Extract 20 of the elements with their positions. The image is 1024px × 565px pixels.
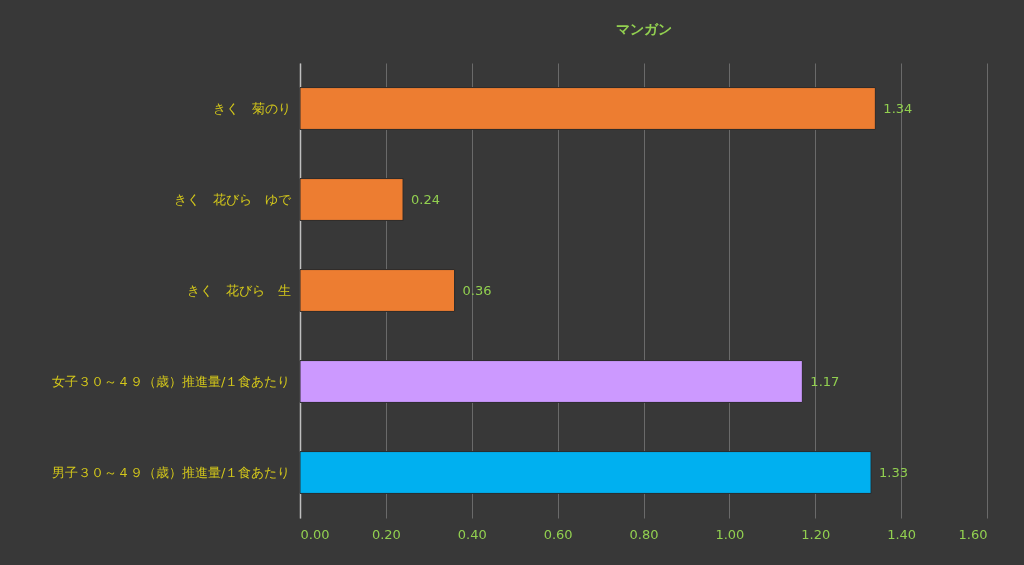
data-label: 1.33 (879, 464, 909, 480)
x-tick-label: 1.60 (958, 526, 988, 542)
data-label: 0.24 (411, 191, 440, 207)
x-tick-label: 1.20 (801, 526, 831, 542)
x-tick-label: 0.60 (543, 526, 573, 542)
data-label: 1.17 (810, 373, 840, 389)
y-tick-label: きく 花びら 生 (186, 282, 291, 298)
x-tick-label: 0.00 (300, 526, 330, 542)
x-tick-label: 0.80 (629, 526, 659, 542)
x-tick-label: 1.00 (715, 526, 745, 542)
y-tick-label: きく 菊のり (212, 100, 291, 116)
y-tick-label: 男子３０～４９（歳）推進量/１食あたり (52, 464, 291, 480)
x-tick-label: 0.40 (457, 526, 487, 542)
data-label: 0.36 (462, 282, 492, 298)
chart-title: マンガン (615, 21, 672, 37)
x-tick-label: 1.40 (887, 526, 917, 542)
y-tick-label: 女子３０～４９（歳）推進量/１食あたり (52, 373, 291, 389)
data-label: 1.34 (883, 100, 913, 116)
x-tick-label: 0.20 (371, 526, 401, 542)
y-tick-label: きく 花びら ゆで (173, 191, 292, 207)
